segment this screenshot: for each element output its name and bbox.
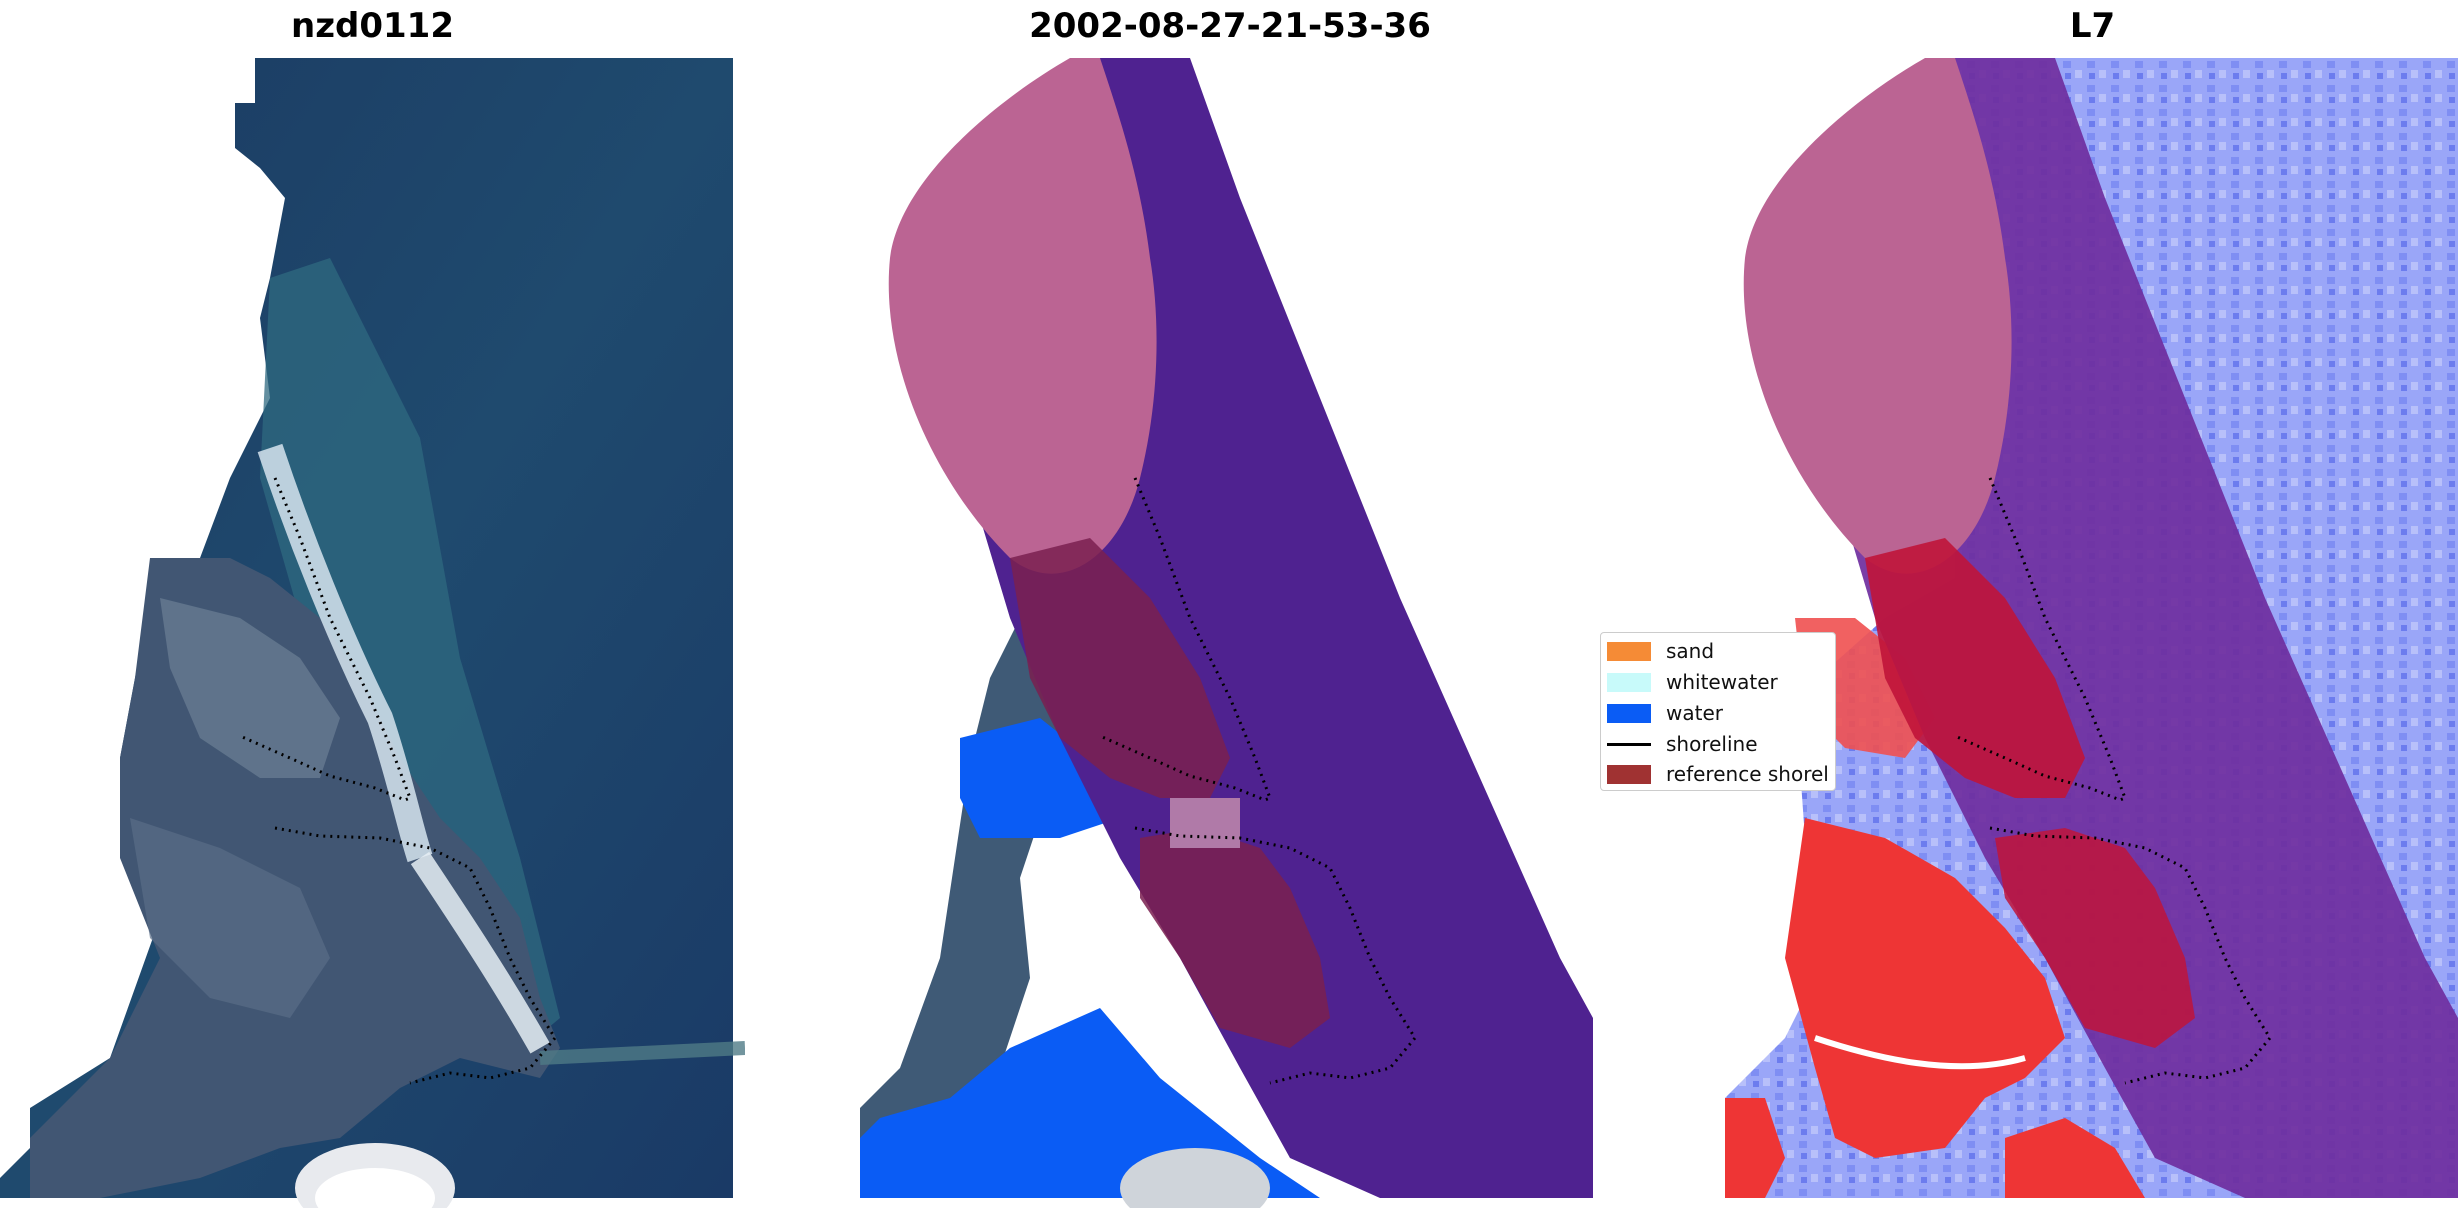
legend-swatch-reference <box>1607 764 1651 784</box>
panel-title-2: 2002-08-27-21-53-36 <box>1029 6 1431 46</box>
pink-mask <box>888 58 1157 574</box>
legend-item-shoreline: shoreline <box>1607 732 1758 756</box>
panel-classification: 2002-08-27-21-53-36 <box>860 0 1600 1208</box>
legend-item-reference-shoreline: reference shorel <box>1607 762 1829 786</box>
panel-satellite-rgb: nzd0112 <box>0 0 745 1208</box>
legend-swatch-whitewater <box>1607 672 1651 692</box>
legend-swatch-water <box>1607 703 1651 723</box>
legend-swatch-sand <box>1607 641 1651 661</box>
satellite-image <box>0 58 745 1208</box>
panel-title-1: nzd0112 <box>291 6 454 46</box>
panel-index: L7 <box>1725 0 2460 1208</box>
legend-item-whitewater: whitewater <box>1607 670 1778 694</box>
legend: sand whitewater water shoreline referenc… <box>1600 632 1836 791</box>
legend-swatch-shoreline <box>1607 742 1651 746</box>
legend-item-water: water <box>1607 701 1723 725</box>
legend-item-sand: sand <box>1607 639 1714 663</box>
land-area <box>30 558 560 1198</box>
panel-title-3: L7 <box>2069 6 2116 46</box>
index-image <box>1725 58 2460 1208</box>
classification-image <box>860 58 1600 1208</box>
index-land-region <box>1785 818 2065 1158</box>
